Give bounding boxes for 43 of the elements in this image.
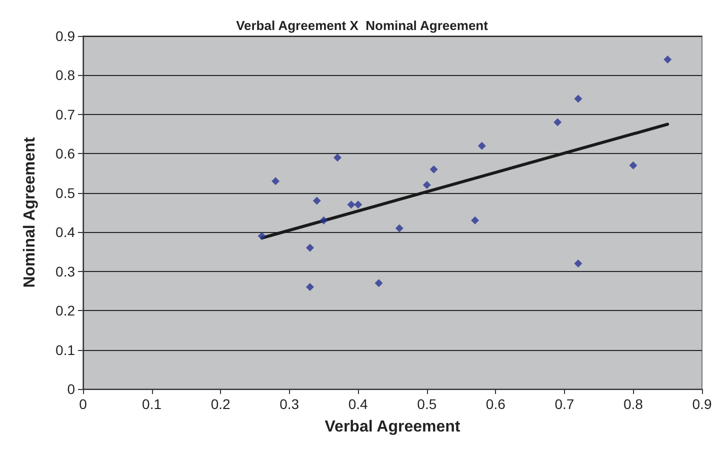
y-tick-label: 0.7 bbox=[56, 106, 76, 122]
y-tick-label: 0 bbox=[67, 381, 76, 397]
point bbox=[306, 283, 314, 292]
y-tick-label: 0.8 bbox=[56, 67, 76, 84]
point bbox=[347, 200, 356, 209]
x-tick-label: 0 bbox=[79, 396, 88, 412]
point bbox=[395, 224, 404, 232]
chart-title: Verbal Agreement X Nominal Agreement bbox=[236, 18, 489, 33]
point bbox=[272, 177, 280, 186]
point bbox=[664, 56, 672, 64]
point bbox=[574, 259, 582, 268]
x-tick-label: 0.9 bbox=[692, 396, 712, 412]
point bbox=[574, 94, 582, 103]
point bbox=[629, 161, 638, 170]
point bbox=[320, 216, 328, 224]
y-axis-title: Nominal Agreement bbox=[22, 136, 38, 288]
y-tick-label: 0.1 bbox=[56, 342, 76, 358]
point bbox=[354, 200, 362, 209]
point bbox=[333, 154, 342, 162]
y-tick-label: 0.4 bbox=[56, 224, 76, 240]
y-tick-label: 0.9 bbox=[56, 28, 76, 44]
point bbox=[422, 181, 431, 190]
y-tick-label: 0.3 bbox=[56, 263, 76, 280]
y-tick-label: 0.5 bbox=[56, 184, 76, 201]
point bbox=[306, 244, 314, 252]
x-tick-label: 0.2 bbox=[210, 396, 230, 412]
point bbox=[554, 118, 562, 126]
point bbox=[430, 165, 438, 174]
point bbox=[258, 232, 266, 240]
x-tick-label: 0.3 bbox=[280, 396, 300, 412]
x-tick-label: 0.7 bbox=[554, 396, 574, 412]
x-tick-label: 0.4 bbox=[348, 396, 368, 412]
point bbox=[374, 279, 383, 288]
point bbox=[478, 142, 486, 150]
x-tick-label: 0.5 bbox=[417, 396, 437, 412]
x-axis-title: Verbal Agreement bbox=[324, 418, 461, 436]
x-tick-label: 0.8 bbox=[623, 396, 644, 412]
point bbox=[312, 196, 321, 205]
y-tick-label: 0.6 bbox=[56, 146, 76, 162]
x-tick-label: 0.6 bbox=[486, 396, 506, 412]
x-tick-label: 0.1 bbox=[142, 396, 162, 412]
point bbox=[471, 216, 480, 224]
y-tick-label: 0.2 bbox=[56, 302, 76, 319]
